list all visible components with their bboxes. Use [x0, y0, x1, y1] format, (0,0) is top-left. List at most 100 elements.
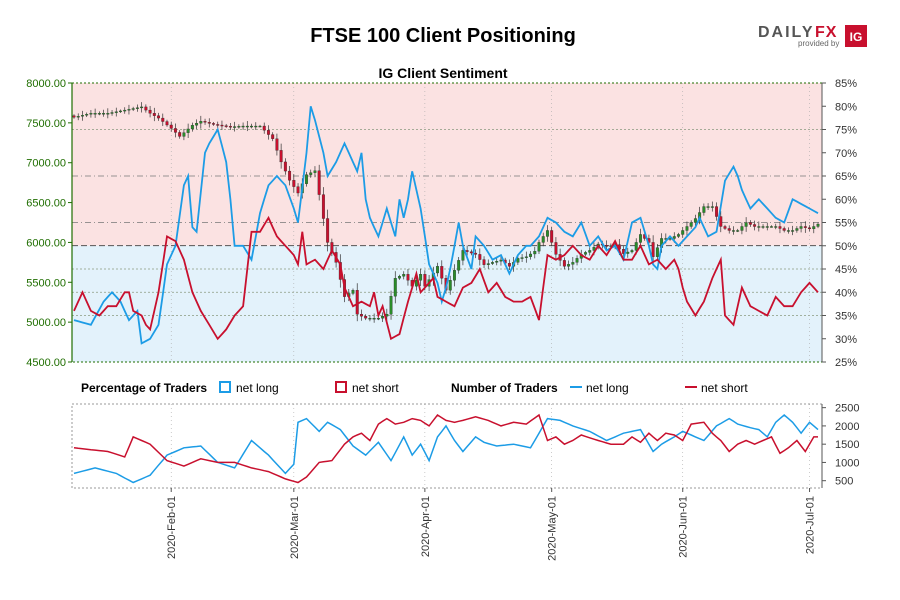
pct-tick-label: 50% [835, 241, 857, 253]
price-candle-body [592, 247, 596, 251]
price-candle-body [207, 122, 211, 124]
price-candle-body [402, 274, 406, 277]
price-candle-body [499, 259, 503, 262]
date-tick-label: 2020-Apr-01 [420, 496, 432, 557]
price-candle-body [140, 106, 144, 109]
price-candle-body [482, 259, 486, 265]
ig-logo-box [845, 25, 867, 47]
vertical-grid [170, 83, 810, 362]
price-candle-body [744, 222, 748, 227]
price-candle-body [774, 226, 778, 228]
price-candle-body [305, 174, 308, 184]
date-tick-label: 2020-Jun-01 [678, 496, 690, 558]
price-candle-body [605, 245, 609, 247]
price-candle-body [241, 125, 245, 128]
price-candle-body [753, 224, 757, 227]
price-candle-body [296, 186, 300, 194]
legend-num-net-short: net short [701, 381, 748, 395]
pct-tick-label: 40% [835, 287, 857, 299]
price-candle-body [486, 263, 490, 265]
price-candle-body [406, 274, 410, 281]
price-candle-body [465, 250, 469, 252]
price-candle-body [681, 230, 685, 235]
number-axis: 500 1000 1500 2000 2500 [821, 403, 859, 488]
dailyfx-logo: DAILY FX provided by IG [758, 24, 867, 48]
price-candle-body [786, 230, 790, 232]
price-tick-label: 8000.00 [26, 78, 66, 90]
legend-pct-net-short: net short [352, 381, 399, 395]
price-candle-body [186, 128, 190, 133]
price-candle-body [736, 230, 740, 232]
price-candle-body [588, 250, 592, 253]
pct-tick-label: 45% [835, 264, 857, 276]
legend-net-short-box [335, 381, 347, 393]
price-candle-body [533, 251, 537, 255]
price-candle-body [685, 226, 689, 231]
price-tick-label: 5000.00 [26, 317, 66, 329]
price-candle-body [169, 124, 173, 129]
price-candle-body [436, 266, 439, 274]
price-candle-body [114, 111, 118, 113]
date-tick-label: 2020-Feb-01 [166, 496, 178, 559]
net-long-pct-line [73, 106, 819, 345]
price-candle-body [727, 228, 731, 231]
price-candle-body [267, 130, 270, 135]
price-candle-body [372, 318, 376, 320]
price-candle-body [85, 114, 89, 116]
price-candle-body [317, 170, 321, 195]
price-candle-body [520, 257, 524, 259]
price-candle-body [106, 113, 110, 115]
price-candle-body [715, 206, 718, 217]
price-candle-body [355, 290, 359, 315]
price-candle-body [216, 124, 220, 126]
price-candle-body [174, 128, 177, 133]
price-candle-body [152, 113, 156, 116]
date-tick-label: 2020-Mar-01 [289, 496, 301, 559]
price-candle-body [72, 115, 76, 118]
lower-grid [170, 404, 810, 488]
price-candle-body [364, 316, 368, 319]
price-candle-body [689, 222, 693, 227]
price-candle-body [161, 117, 165, 122]
price-candle-body [491, 262, 494, 264]
net-short-count-line [73, 413, 818, 484]
pct-tick-label: 75% [835, 125, 857, 137]
price-candle-body [135, 107, 139, 109]
logo-provided-by-text: provided by [798, 39, 839, 48]
pct-tick-label: 85% [835, 78, 857, 90]
price-candle-body [275, 138, 279, 151]
legend-pct-net-long: net long [236, 381, 279, 395]
price-candle-body [723, 226, 727, 229]
price-candle-body [224, 125, 228, 127]
price-candle-body [258, 125, 262, 128]
price-candle-body [292, 180, 296, 187]
price-candle-body [461, 250, 465, 261]
price-candle-body [89, 113, 93, 115]
price-tick-label: 5500.00 [26, 277, 66, 289]
price-candle-body [799, 226, 803, 229]
date-tick-label: 2020-May-01 [547, 496, 559, 561]
price-candle-body [127, 109, 131, 111]
price-candle-body [495, 261, 499, 263]
count-tick-label: 2500 [835, 403, 859, 415]
price-candles [72, 102, 820, 323]
net-short-zone [72, 83, 822, 246]
price-candle-body [672, 236, 676, 239]
price-candle-body [584, 252, 587, 255]
price-candle-body [541, 236, 545, 243]
price-candle-body [279, 150, 283, 163]
price-candle-body [76, 116, 80, 118]
price-candle-body [655, 247, 659, 257]
price-candle-body [321, 194, 325, 219]
price-candle-body [550, 230, 554, 243]
price-candle-body [326, 218, 330, 243]
logo-ig-text: IG [850, 30, 863, 44]
count-tick-label: 1000 [835, 457, 859, 469]
price-candle-body [740, 226, 744, 231]
price-candle-body [765, 226, 769, 228]
price-candle-body [732, 230, 735, 232]
price-candle-body [144, 106, 148, 111]
price-candle-body [567, 264, 571, 267]
price-candle-body [710, 206, 714, 208]
trader-count-panel: 500 1000 1500 2000 2500 2020-Feb-01 2020-Mar-… [71, 403, 859, 561]
